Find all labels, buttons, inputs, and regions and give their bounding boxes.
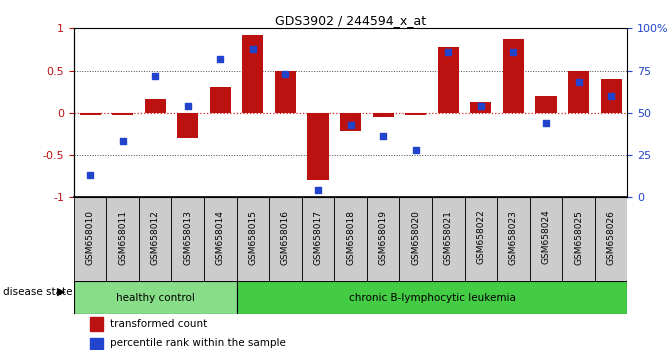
- Point: [117, 138, 128, 144]
- Bar: [74, 197, 107, 281]
- Text: GSM658022: GSM658022: [476, 210, 485, 264]
- Text: ▶: ▶: [57, 287, 66, 297]
- Text: GSM658016: GSM658016: [281, 210, 290, 265]
- Bar: [562, 197, 595, 281]
- Point: [150, 73, 160, 78]
- Bar: [432, 197, 464, 281]
- Bar: [112, 113, 134, 115]
- Bar: [275, 70, 296, 113]
- Point: [85, 172, 95, 178]
- Text: GSM658010: GSM658010: [86, 210, 95, 265]
- Bar: [91, 317, 103, 331]
- Text: GSM658013: GSM658013: [183, 210, 193, 265]
- Text: GSM658019: GSM658019: [378, 210, 388, 265]
- Text: percentile rank within the sample: percentile rank within the sample: [110, 338, 286, 348]
- Point: [280, 71, 291, 77]
- Bar: [242, 35, 264, 113]
- Bar: [367, 197, 399, 281]
- Text: GSM658012: GSM658012: [151, 210, 160, 264]
- Text: GSM658026: GSM658026: [607, 210, 615, 264]
- Text: GSM658018: GSM658018: [346, 210, 355, 265]
- Bar: [437, 47, 459, 113]
- Bar: [107, 197, 139, 281]
- Point: [378, 133, 389, 139]
- Bar: [145, 99, 166, 113]
- Point: [606, 93, 617, 99]
- Text: GSM658021: GSM658021: [444, 210, 453, 264]
- Point: [215, 56, 225, 62]
- Point: [411, 147, 421, 153]
- Bar: [204, 197, 237, 281]
- Bar: [503, 39, 524, 113]
- Bar: [269, 197, 302, 281]
- Bar: [405, 113, 426, 115]
- Text: chronic B-lymphocytic leukemia: chronic B-lymphocytic leukemia: [348, 292, 515, 303]
- Text: healthy control: healthy control: [116, 292, 195, 303]
- Bar: [595, 197, 627, 281]
- Bar: [210, 87, 231, 113]
- Bar: [307, 113, 329, 180]
- Text: GSM658011: GSM658011: [118, 210, 127, 265]
- Bar: [601, 79, 622, 113]
- Bar: [177, 113, 199, 138]
- Text: GSM658024: GSM658024: [541, 210, 550, 264]
- Text: GSM658015: GSM658015: [248, 210, 258, 265]
- Text: GSM658020: GSM658020: [411, 210, 420, 264]
- Text: transformed count: transformed count: [110, 319, 207, 329]
- Text: GSM658025: GSM658025: [574, 210, 583, 264]
- Bar: [568, 70, 589, 113]
- Bar: [470, 102, 491, 113]
- Bar: [237, 281, 627, 314]
- Text: GSM658014: GSM658014: [216, 210, 225, 264]
- Bar: [74, 281, 237, 314]
- Text: GSM658017: GSM658017: [313, 210, 323, 265]
- Bar: [91, 338, 103, 349]
- Bar: [139, 197, 172, 281]
- Point: [508, 49, 519, 55]
- Bar: [340, 113, 361, 131]
- Title: GDS3902 / 244594_x_at: GDS3902 / 244594_x_at: [275, 14, 426, 27]
- Point: [443, 49, 454, 55]
- Point: [476, 103, 486, 109]
- Point: [313, 188, 323, 193]
- Bar: [237, 197, 269, 281]
- Point: [573, 80, 584, 85]
- Text: GSM658023: GSM658023: [509, 210, 518, 264]
- Bar: [372, 113, 394, 117]
- Point: [183, 103, 193, 109]
- Bar: [334, 197, 367, 281]
- Bar: [172, 197, 204, 281]
- Bar: [497, 197, 529, 281]
- Bar: [464, 197, 497, 281]
- Text: disease state: disease state: [3, 287, 73, 297]
- Bar: [529, 197, 562, 281]
- Bar: [535, 96, 556, 113]
- Point: [248, 46, 258, 51]
- Point: [541, 120, 552, 126]
- Bar: [302, 197, 334, 281]
- Point: [345, 122, 356, 127]
- Bar: [399, 197, 432, 281]
- Bar: [79, 113, 101, 115]
